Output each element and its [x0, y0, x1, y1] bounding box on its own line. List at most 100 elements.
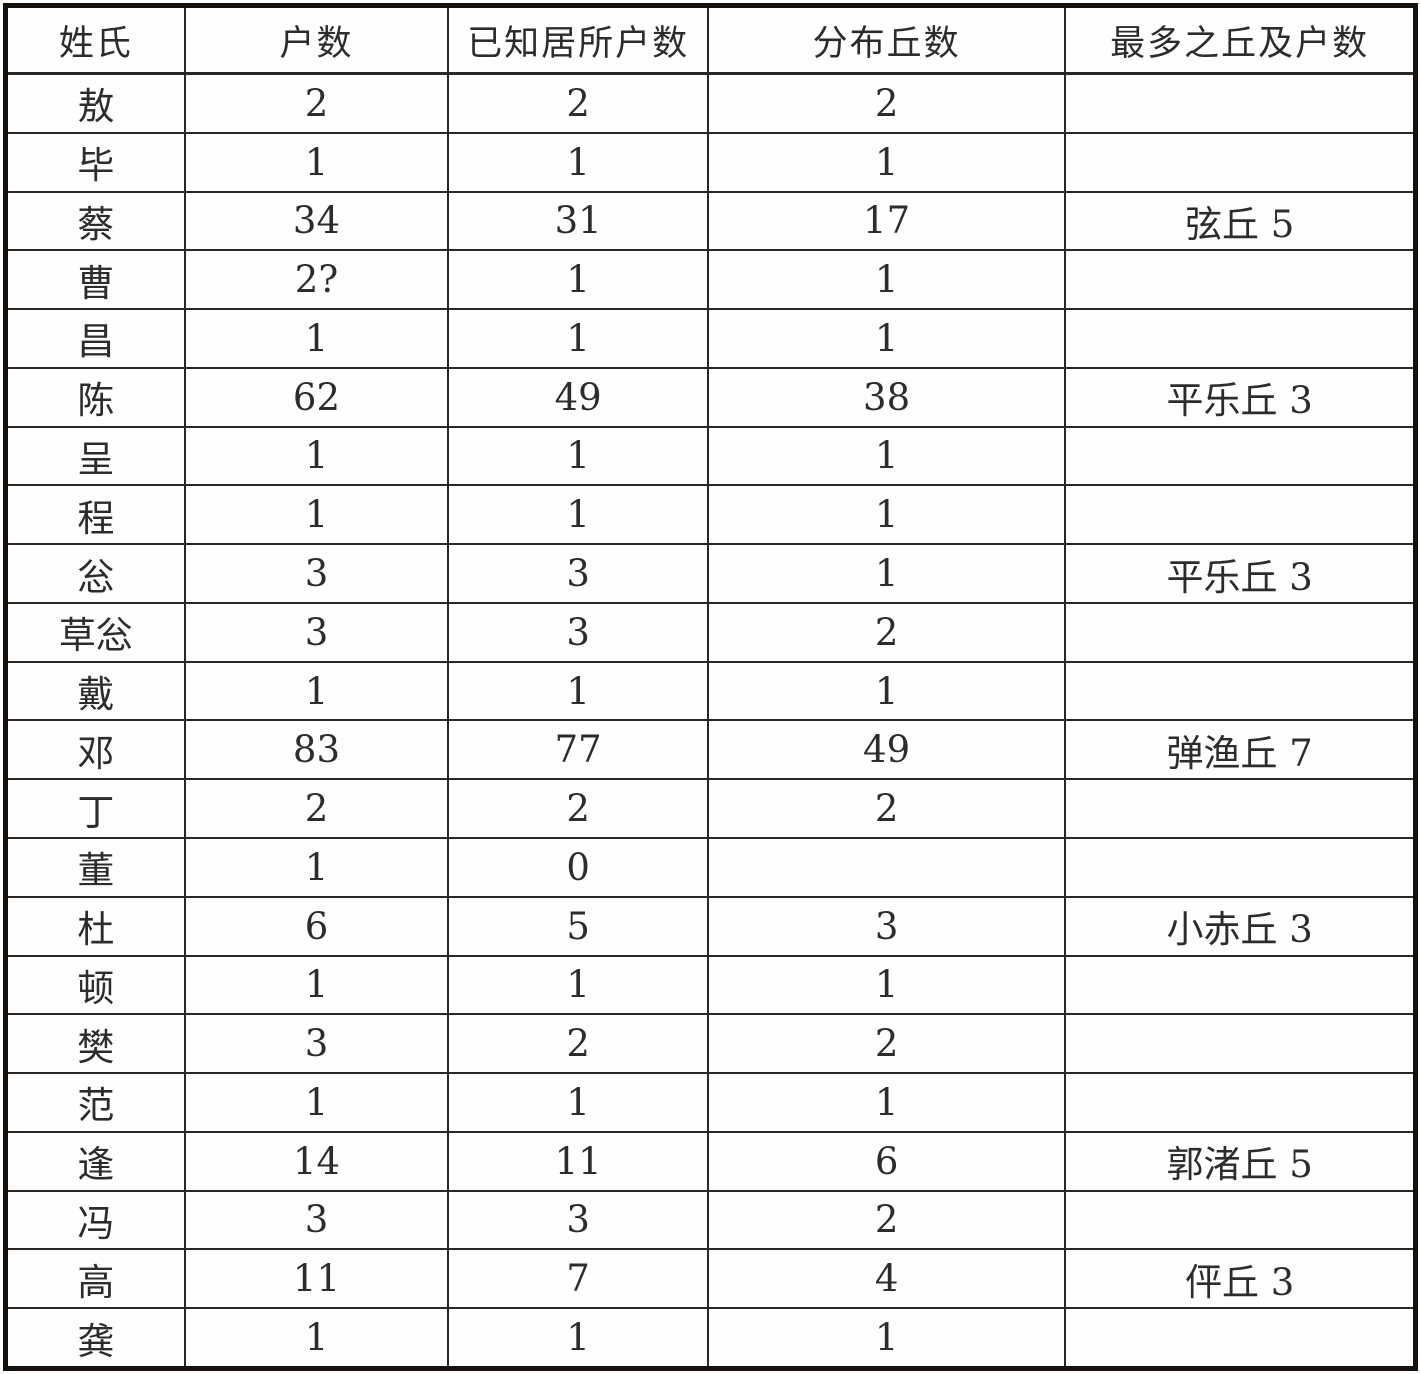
distributed-hills-cell: 1: [706, 1307, 1067, 1370]
top-hill-cell: [1064, 72, 1417, 134]
households-cell: 1: [183, 131, 450, 193]
households-cell: 2: [183, 72, 450, 134]
households-cell: 1: [183, 308, 450, 369]
table-row: 陈 62 49 38 平乐丘 3: [4, 366, 1417, 428]
known-residences-cell: 5: [447, 895, 709, 957]
distributed-hills-cell: 1: [706, 954, 1067, 1016]
households-cell: 1: [183, 425, 450, 487]
surname-cell: 范: [4, 1072, 186, 1133]
column-header-top-hill: 最多之丘及户数: [1064, 4, 1417, 75]
top-hill-cell: [1064, 249, 1417, 311]
top-hill-cell: [1064, 1189, 1417, 1251]
distributed-hills-cell: 1: [706, 425, 1067, 487]
column-header-distributed-hills: 分布丘数: [706, 4, 1067, 75]
top-hill-cell: [1064, 778, 1417, 839]
distributed-hills-cell: 2: [706, 1189, 1067, 1251]
surname-cell: 蔡: [4, 190, 186, 252]
households-cell: 1: [183, 836, 450, 898]
distributed-hills-cell: 49: [706, 719, 1067, 781]
distributed-hills-cell: 4: [706, 1248, 1067, 1310]
column-header-known-residences: 已知居所户数: [447, 4, 709, 75]
households-cell: 3: [183, 1013, 450, 1075]
distributed-hills-cell: [706, 836, 1067, 898]
known-residences-cell: 1: [447, 954, 709, 1016]
top-hill-cell: 平乐丘 3: [1064, 543, 1417, 604]
known-residences-cell: 11: [447, 1130, 709, 1192]
surname-cell: 顿: [4, 954, 186, 1016]
surname-cell: 呈: [4, 425, 186, 487]
surname-cell: 高: [4, 1248, 186, 1310]
top-hill-cell: [1064, 660, 1417, 722]
known-residences-cell: 1: [447, 660, 709, 722]
top-hill-cell: [1064, 484, 1417, 546]
top-hill-cell: 平乐丘 3: [1064, 366, 1417, 428]
surname-cell: 敖: [4, 72, 186, 134]
households-cell: 2: [183, 778, 450, 839]
households-cell: 1: [183, 954, 450, 1016]
known-residences-cell: 1: [447, 1307, 709, 1370]
households-cell: 1: [183, 660, 450, 722]
households-cell: 83: [183, 719, 450, 781]
table-body: 敖 2 2 2 毕 1 1 1 蔡 34 31 17 弦丘 5 曹 2? 1 1 昌 1 1 1 陈 62 49 38 平乐丘 3…: [4, 72, 1417, 1370]
distributed-hills-cell: 2: [706, 72, 1067, 134]
households-cell: 14: [183, 1130, 450, 1192]
distributed-hills-cell: 1: [706, 131, 1067, 193]
households-cell: 1: [183, 1307, 450, 1370]
top-hill-cell: [1064, 954, 1417, 1016]
known-residences-cell: 0: [447, 836, 709, 898]
surname-cell: 曹: [4, 249, 186, 311]
known-residences-cell: 3: [447, 601, 709, 663]
known-residences-cell: 1: [447, 131, 709, 193]
top-hill-cell: [1064, 836, 1417, 898]
distributed-hills-cell: 2: [706, 1013, 1067, 1075]
known-residences-cell: 49: [447, 366, 709, 428]
top-hill-cell: [1064, 1307, 1417, 1370]
top-hill-cell: 弦丘 5: [1064, 190, 1417, 252]
top-hill-cell: [1064, 308, 1417, 369]
surname-cell: 逢: [4, 1130, 186, 1192]
distributed-hills-cell: 17: [706, 190, 1067, 252]
top-hill-cell: 小赤丘 3: [1064, 895, 1417, 957]
surname-cell: 毕: [4, 131, 186, 193]
known-residences-cell: 2: [447, 778, 709, 839]
table-row: 蔡 34 31 17 弦丘 5: [4, 190, 1417, 252]
table-row: 逢 14 11 6 郭渚丘 5: [4, 1130, 1417, 1192]
known-residences-cell: 3: [447, 543, 709, 604]
known-residences-cell: 1: [447, 308, 709, 369]
surname-cell: 董: [4, 836, 186, 898]
households-cell: 1: [183, 1072, 450, 1133]
surname-cell: 忩: [4, 543, 186, 604]
known-residences-cell: 1: [447, 249, 709, 311]
known-residences-cell: 3: [447, 1189, 709, 1251]
top-hill-cell: 弹渔丘 7: [1064, 719, 1417, 781]
known-residences-cell: 7: [447, 1248, 709, 1310]
distributed-hills-cell: 6: [706, 1130, 1067, 1192]
surname-cell: 程: [4, 484, 186, 546]
distributed-hills-cell: 2: [706, 778, 1067, 839]
distributed-hills-cell: 1: [706, 484, 1067, 546]
table-row: 杜 6 5 3 小赤丘 3: [4, 895, 1417, 957]
header-row: 姓氏 户数 已知居所户数 分布丘数 最多之丘及户数: [4, 4, 1417, 75]
known-residences-cell: 77: [447, 719, 709, 781]
known-residences-cell: 1: [447, 425, 709, 487]
distributed-hills-cell: 1: [706, 308, 1067, 369]
surname-cell: 戴: [4, 660, 186, 722]
known-residences-cell: 31: [447, 190, 709, 252]
table-row: 邓 83 77 49 弹渔丘 7: [4, 719, 1417, 781]
known-residences-cell: 1: [447, 1072, 709, 1133]
distributed-hills-cell: 1: [706, 1072, 1067, 1133]
households-cell: 3: [183, 601, 450, 663]
households-cell: 34: [183, 190, 450, 252]
known-residences-cell: 2: [447, 72, 709, 134]
surname-cell: 樊: [4, 1013, 186, 1075]
surname-cell: 陈: [4, 366, 186, 428]
